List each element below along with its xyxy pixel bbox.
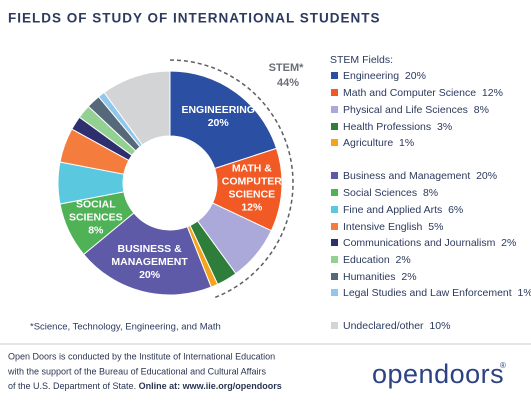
legend-entry: Education 2% bbox=[343, 254, 411, 266]
legend-entry: Intensive English 5% bbox=[343, 221, 443, 233]
logo: opendoors bbox=[372, 359, 504, 389]
legend-entry: Health Professions 3% bbox=[343, 121, 452, 133]
legend-label: Agriculture bbox=[343, 137, 393, 149]
stem-arc bbox=[169, 59, 294, 299]
legend-value: 1% bbox=[399, 137, 414, 149]
stem-value-label: 44% bbox=[277, 77, 299, 89]
slice-label: SCIENCES bbox=[69, 212, 123, 224]
legend-value: 20% bbox=[476, 170, 497, 182]
legend-swatch bbox=[331, 172, 338, 179]
slice-value-label: 8% bbox=[88, 225, 104, 237]
slice-value-label: 20% bbox=[208, 117, 230, 129]
legend-value: 20% bbox=[405, 70, 426, 82]
slice-label: MATH & bbox=[232, 162, 272, 174]
legend-label: Legal Studies and Law Enforcement bbox=[343, 287, 512, 299]
legend-entry: Communications and Journalism 2% bbox=[343, 237, 516, 249]
legend-swatch bbox=[331, 256, 338, 263]
legend-label: Education bbox=[343, 254, 390, 266]
donut-slice bbox=[82, 212, 212, 296]
legend-label: Physical and Life Sciences bbox=[343, 104, 468, 116]
legend-entry: Physical and Life Sciences 8% bbox=[343, 104, 489, 116]
legend-label: Undeclared/other bbox=[343, 320, 424, 332]
legend-swatch bbox=[331, 239, 338, 246]
legend-swatch bbox=[331, 123, 338, 130]
legend-value: 2% bbox=[501, 237, 516, 249]
legend-value: 1% bbox=[518, 287, 531, 299]
donut-slice bbox=[169, 70, 278, 170]
legend-swatch bbox=[331, 89, 338, 96]
legend-value: 8% bbox=[423, 187, 438, 199]
legend-value: 12% bbox=[482, 87, 503, 99]
legend-swatch bbox=[331, 223, 338, 230]
legend-entry: Humanities 2% bbox=[343, 271, 417, 283]
legend-swatch bbox=[331, 189, 338, 196]
legend-entry: Engineering 20% bbox=[343, 70, 426, 82]
legend-label: Communications and Journalism bbox=[343, 237, 496, 249]
footer-line: Open Doors is conducted by the Institute… bbox=[8, 351, 275, 361]
slice-label: SOCIAL bbox=[76, 199, 116, 211]
legend-label: Humanities bbox=[343, 271, 396, 283]
legend-label: Math and Computer Science bbox=[343, 87, 476, 99]
slice-label: COMPUTER bbox=[222, 175, 283, 187]
slice-value-label: 20% bbox=[139, 269, 161, 281]
legend-swatch bbox=[331, 106, 338, 113]
slice-label: SCIENCE bbox=[228, 188, 275, 200]
chart-title: FIELDS OF STUDY OF INTERNATIONAL STUDENT… bbox=[8, 11, 381, 26]
legend-entry: Business and Management 20% bbox=[343, 170, 497, 182]
footnote: *Science, Technology, Engineering, and M… bbox=[30, 322, 221, 333]
legend-label: Fine and Applied Arts bbox=[343, 204, 442, 216]
footer-line: with the support of the Bureau of Educat… bbox=[7, 366, 266, 376]
legend-value: 2% bbox=[401, 271, 416, 283]
slice-label: ENGINEERING bbox=[181, 104, 255, 116]
legend-entry: Social Sciences 8% bbox=[343, 187, 438, 199]
slice-label: BUSINESS & bbox=[118, 243, 183, 255]
legend-swatch bbox=[331, 289, 338, 296]
legend-value: 8% bbox=[474, 104, 489, 116]
legend-swatch bbox=[331, 206, 338, 213]
legend-swatch bbox=[331, 322, 338, 329]
legend-value: 2% bbox=[396, 254, 411, 266]
legend-title: STEM Fields: bbox=[330, 54, 393, 66]
footer-text: of the U.S. Department of State. bbox=[8, 381, 136, 391]
stem-label: STEM* bbox=[269, 62, 305, 74]
footer-line: of the U.S. Department of State. Online … bbox=[8, 381, 282, 391]
legend-value: 6% bbox=[448, 204, 463, 216]
legend-value: 10% bbox=[429, 320, 450, 332]
legend-entry: Math and Computer Science 12% bbox=[343, 87, 503, 99]
donut-slice bbox=[103, 70, 171, 146]
legend-swatch bbox=[331, 273, 338, 280]
legend-entry: Undeclared/other 10% bbox=[343, 320, 450, 332]
legend-label: Intensive English bbox=[343, 221, 423, 233]
legend-label: Business and Management bbox=[343, 170, 470, 182]
legend-swatch bbox=[331, 72, 338, 79]
legend-label: Social Sciences bbox=[343, 187, 417, 199]
legend-label: Health Professions bbox=[343, 121, 431, 133]
legend-entry: Agriculture 1% bbox=[343, 137, 414, 149]
footer-link: Online at: www.iie.org/opendoors bbox=[139, 381, 282, 391]
legend-value: 3% bbox=[437, 121, 452, 133]
slice-label: MANAGEMENT bbox=[111, 256, 188, 268]
legend-value: 5% bbox=[428, 221, 443, 233]
legend-label: Engineering bbox=[343, 70, 399, 82]
slice-value-label: 12% bbox=[241, 201, 263, 213]
logo-mark: ® bbox=[500, 361, 506, 370]
legend-entry: Fine and Applied Arts 6% bbox=[343, 204, 463, 216]
legend-swatch bbox=[331, 139, 338, 146]
legend-entry: Legal Studies and Law Enforcement 1% bbox=[343, 287, 531, 299]
